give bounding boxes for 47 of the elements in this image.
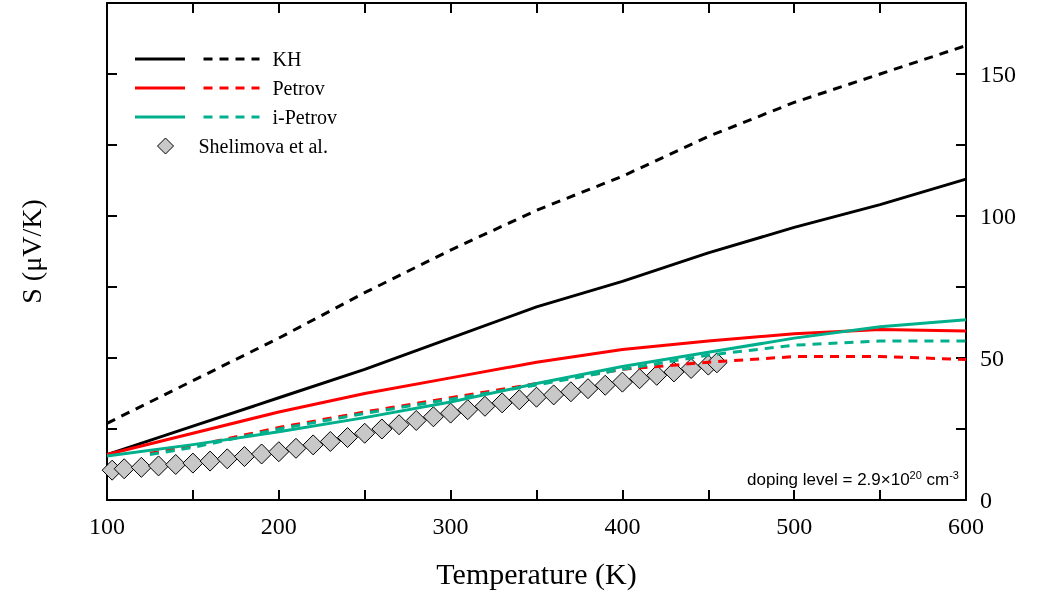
point	[148, 455, 170, 477]
point	[199, 450, 221, 472]
point	[319, 431, 341, 452]
point	[440, 402, 462, 424]
legend-label: KH	[272, 48, 302, 70]
x-tick-label: 500	[776, 513, 813, 539]
point	[422, 406, 444, 428]
x-tick-label: 300	[432, 513, 469, 539]
point	[526, 386, 547, 408]
point	[337, 427, 359, 449]
point	[508, 389, 530, 411]
point	[113, 458, 135, 480]
point	[457, 399, 479, 421]
point	[371, 418, 393, 440]
point	[629, 368, 651, 390]
point	[474, 395, 496, 417]
point	[302, 434, 324, 456]
point	[405, 409, 427, 431]
point	[560, 381, 582, 403]
point	[388, 414, 410, 436]
point	[285, 437, 307, 459]
x-tick-label: 600	[948, 513, 984, 539]
x-axis-title: Temperature (K)	[436, 556, 637, 591]
point	[594, 374, 616, 396]
y-tick-label: 0	[980, 487, 992, 513]
y-tick-label: 150	[980, 61, 1016, 87]
legend-label: Shelimova et al.	[198, 135, 328, 157]
point	[491, 392, 513, 414]
x-tick-label: 200	[260, 513, 297, 539]
point	[577, 378, 599, 400]
legend-label: i-Petrov	[272, 106, 337, 128]
point	[182, 452, 204, 474]
point	[216, 448, 238, 470]
point	[165, 454, 187, 475]
point	[611, 371, 633, 393]
y-axis-title: S (μV/K)	[15, 199, 47, 304]
point	[130, 456, 152, 478]
point	[354, 422, 376, 444]
point	[251, 443, 273, 465]
point	[268, 441, 290, 463]
x-tick-label: 400	[604, 513, 641, 539]
point	[233, 446, 255, 468]
point	[543, 384, 565, 406]
legend-label: Petrov	[272, 77, 325, 99]
x-tick-label: 100	[89, 513, 125, 539]
y-tick-label: 50	[980, 345, 1004, 371]
y-tick-label: 100	[980, 203, 1016, 229]
